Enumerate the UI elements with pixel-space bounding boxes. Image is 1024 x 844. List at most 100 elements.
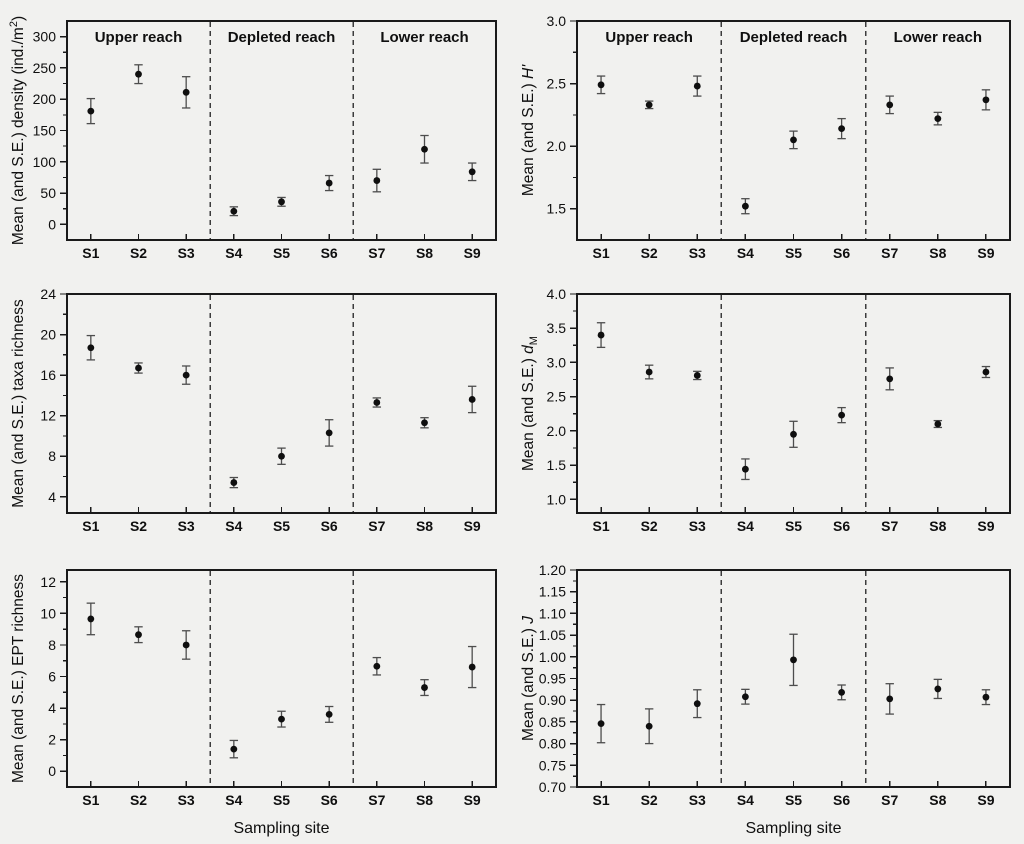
mean-marker [982, 368, 990, 376]
data-point-pielou-S8 [933, 678, 943, 700]
data-point-taxa-richness-S5 [277, 447, 286, 465]
data-point-taxa-richness-S2 [134, 362, 143, 374]
data-point-margalef-S5 [789, 420, 798, 448]
data-point-taxa-richness-S4 [229, 476, 239, 489]
data-point-ept-richness-S2 [134, 626, 143, 644]
y-tick-label: 0 [48, 763, 56, 779]
x-tick-label-S2: S2 [130, 792, 147, 808]
mean-marker [597, 81, 605, 89]
y-tick-label: 8 [48, 637, 56, 653]
x-tick-label-S7: S7 [368, 792, 385, 808]
y-tick-label: 1.15 [539, 584, 566, 600]
data-point-density-S2 [134, 64, 143, 85]
mean-marker [230, 479, 238, 486]
data-point-shannon-S6 [837, 117, 846, 140]
data-point-pielou-S3 [693, 689, 702, 719]
x-tick-label-S2: S2 [130, 518, 147, 534]
mean-marker [421, 145, 428, 153]
y-tick-label: 2.5 [547, 76, 567, 92]
data-point-shannon-S7 [885, 95, 894, 115]
data-point-ept-richness-S1 [86, 602, 96, 636]
x-tick-label-S1: S1 [82, 792, 99, 808]
data-point-margalef-S3 [693, 370, 702, 381]
panel-taxa-richness: 4 8 12 16 20 24 S1 S2 S3 S4 S5 S6 S7 S8 S9 Mean (and S.… [10, 286, 497, 534]
mean-marker [597, 720, 605, 728]
y-tick-label: 0.75 [539, 757, 566, 773]
x-tick-label-S6: S6 [321, 792, 338, 808]
data-point-margalef-S6 [837, 406, 846, 424]
data-point-density-S5 [277, 196, 286, 207]
mean-marker [838, 411, 846, 419]
x-tick-label-S9: S9 [977, 518, 994, 534]
x-tick-label-S8: S8 [929, 245, 946, 261]
data-point-margalef-S7 [885, 367, 894, 391]
data-point-margalef-S8 [933, 419, 943, 429]
y-tick-label: 2 [48, 732, 56, 748]
data-point-taxa-richness-S8 [420, 417, 429, 429]
mean-marker [325, 429, 333, 437]
x-tick-label-S2: S2 [641, 245, 658, 261]
y-tick-label: 1.20 [539, 562, 566, 578]
y-tick-label: 50 [40, 185, 56, 201]
x-tick-label-S8: S8 [929, 518, 946, 534]
mean-marker [468, 396, 476, 403]
y-axis-title: Mean (and S.E.) dM [520, 336, 540, 471]
mean-marker [182, 371, 190, 379]
mean-marker [373, 177, 381, 184]
panel-shannon: 1.5 2.0 2.5 3.0 S1 S2 S3 S4 S5 S6 S7 S8 S9 Upper reac… [520, 13, 1011, 261]
x-tick-label-S5: S5 [785, 245, 802, 261]
data-point-density-S6 [324, 174, 334, 192]
x-tick-label-S3: S3 [178, 792, 195, 808]
x-tick-label-S5: S5 [785, 792, 802, 808]
x-tick-label-S5: S5 [273, 792, 290, 808]
data-point-pielou-S5 [789, 633, 798, 687]
y-tick-label: 1.5 [547, 457, 567, 473]
mean-marker [645, 368, 653, 376]
x-tick-label-S3: S3 [689, 245, 706, 261]
x-tick-label-S7: S7 [368, 518, 385, 534]
y-tick-label: 4.0 [547, 286, 567, 302]
data-point-pielou-S9 [981, 689, 991, 706]
y-axis-title: Mean (and S.E.) taxa richness [10, 299, 27, 508]
x-tick-label-S3: S3 [178, 245, 195, 261]
y-tick-label: 12 [40, 408, 56, 424]
mean-marker [597, 331, 605, 339]
mean-marker [838, 688, 846, 696]
x-tick-label-S4: S4 [225, 792, 242, 808]
x-tick-label-S2: S2 [130, 245, 147, 261]
region-label-lower-reach: Lower reach [380, 29, 468, 46]
mean-marker [373, 399, 381, 406]
mean-marker [135, 364, 142, 372]
y-tick-label: 150 [33, 123, 57, 139]
y-tick-label: 16 [40, 367, 56, 383]
mean-marker [934, 685, 942, 693]
mean-marker [693, 700, 701, 708]
y-tick-label: 1.10 [539, 605, 566, 621]
x-tick-label-S4: S4 [225, 245, 242, 261]
y-tick-label: 1.0 [547, 491, 567, 507]
x-tick-label-S9: S9 [977, 245, 994, 261]
data-point-ept-richness-S7 [372, 656, 382, 676]
y-tick-label: 3.0 [547, 354, 567, 370]
mean-marker [693, 82, 701, 90]
x-tick-label-S4: S4 [737, 792, 754, 808]
data-point-pielou-S6 [837, 684, 846, 701]
data-point-shannon-S9 [981, 89, 991, 111]
data-point-ept-richness-S4 [229, 739, 239, 759]
mean-marker [230, 745, 238, 753]
y-tick-label: 20 [40, 327, 56, 343]
y-tick-label: 3.5 [547, 320, 567, 336]
y-axis-title: Mean (and S.E.) EPT richness [10, 574, 27, 783]
x-tick-label-S8: S8 [416, 245, 433, 261]
x-tick-label-S8: S8 [929, 792, 946, 808]
plot-border [66, 293, 497, 514]
mean-marker [373, 662, 381, 670]
x-tick-label-S6: S6 [833, 518, 850, 534]
mean-marker [886, 101, 894, 109]
data-point-shannon-S1 [596, 75, 606, 95]
x-tick-label-S1: S1 [592, 792, 609, 808]
mean-marker [693, 372, 701, 379]
region-label-upper-reach: Upper reach [95, 29, 183, 46]
y-tick-label: 1.05 [539, 627, 566, 643]
data-point-ept-richness-S9 [467, 645, 477, 689]
